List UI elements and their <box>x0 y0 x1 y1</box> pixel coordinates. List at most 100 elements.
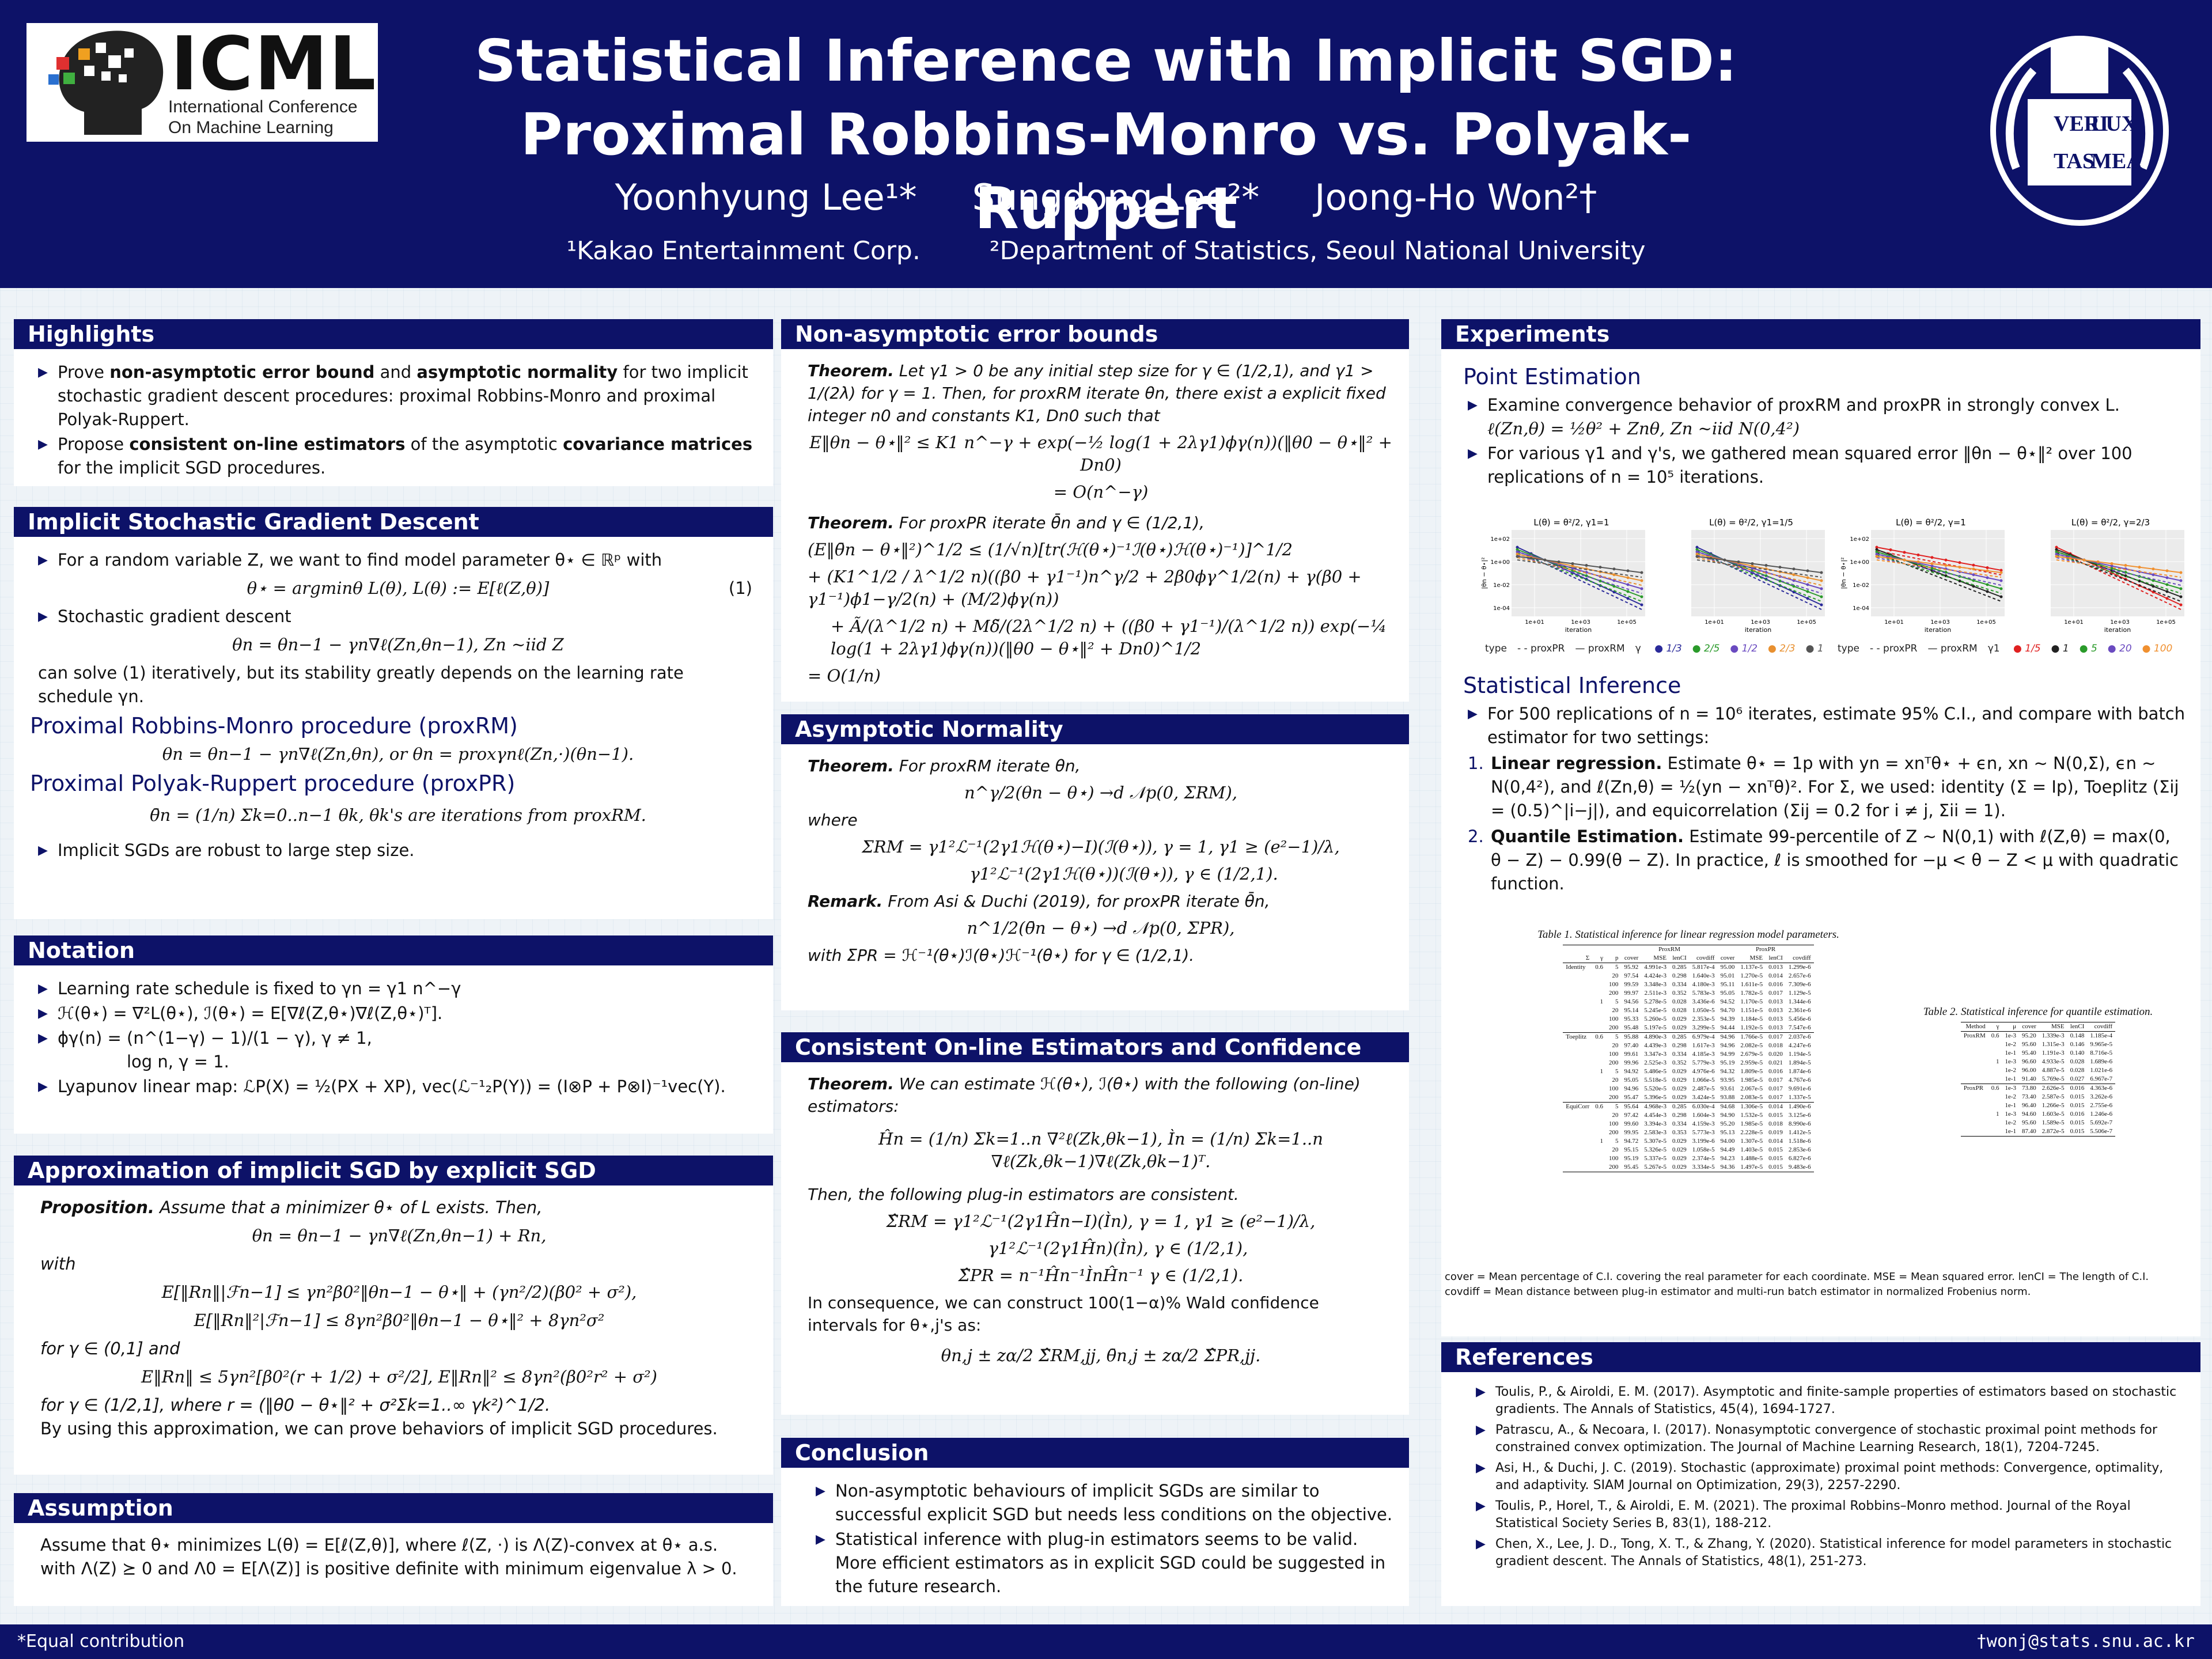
table-cell <box>1592 1154 1606 1163</box>
table-cell: Toeplitz <box>1566 1033 1587 1040</box>
tick-label: 1e+03 <box>1930 619 1950 626</box>
table-cell: 1.266e-5 <box>2041 1102 2065 1109</box>
tick-label: 1e-02 <box>1853 582 1869 589</box>
table-cell: 4.424e-3 <box>1644 972 1667 979</box>
table-header-cell: covdiff <box>1696 955 1715 961</box>
equation: θn = θn−1 − γn∇ℓ(Zn,θn−1), Zn ~iid Z <box>232 635 564 654</box>
table-cell: 2.083e-5 <box>1740 1094 1763 1101</box>
legend-swatch: ● 1 <box>2051 643 2069 654</box>
table-cell <box>1563 1137 1592 1146</box>
table-cell: 3.262e-6 <box>2090 1093 2113 1100</box>
footnote-equal-contribution: *Equal contribution <box>17 1631 185 1652</box>
series-point <box>1640 579 1643 582</box>
series-point <box>1516 555 1519 558</box>
series-point <box>1820 595 1823 599</box>
table-cell <box>1988 1040 2002 1049</box>
table-cell <box>1563 1111 1592 1120</box>
table-cell <box>1592 1041 1606 1050</box>
approximation-section: Approximation of implicit SGD by explici… <box>14 1156 773 1475</box>
contact-email[interactable]: †wonj@stats.snu.ac.kr <box>1976 1631 2195 1652</box>
table-header-cell: lenCI <box>1768 955 1783 961</box>
legend-swatch: ● 1/3 <box>1654 643 1682 654</box>
theorem: Theorem. For proxRM iterate θn, <box>808 756 1081 775</box>
table-cell: 95.00 <box>1720 964 1735 971</box>
table-cell <box>1961 1110 1988 1119</box>
table-cell: 0.146 <box>2070 1041 2085 1048</box>
table-cell: 3.394e-3 <box>1644 1120 1667 1127</box>
table-cell: 100 <box>1609 1085 1619 1092</box>
table-cell: 0.029 <box>1672 1085 1687 1092</box>
text: for γ ∈ (0,1] and <box>40 1339 180 1358</box>
table-cell <box>1592 1163 1606 1172</box>
table-row: 1e-1 95.40 1.191e-3 0.140 8.716e-5 <box>1961 1049 2115 1058</box>
table-cell: 5.307e-5 <box>1644 1138 1667 1145</box>
table-cell: 5.260e-5 <box>1644 1016 1667 1022</box>
bullet-item: Statistical inference with plug-in estim… <box>816 1528 1394 1599</box>
equation: θn = θn−1 − γn∇ℓ(Zn,θn), or θn = proxγnℓ… <box>162 744 634 764</box>
table-cell <box>1592 1111 1606 1120</box>
table-cell: 0.021 <box>1768 1059 1783 1066</box>
table-cell: 95.13 <box>1720 1129 1735 1136</box>
table-cell <box>1592 1093 1606 1103</box>
table-cell: 5.267e-5 <box>1644 1164 1667 1171</box>
table-row: 1 5 94.72 5.307e-5 0.029 3.199e-6 94.00 1.307e-… <box>1563 1137 1813 1146</box>
table-cell: 0.029 <box>1672 1155 1687 1162</box>
svg-text:VERI: VERI <box>2054 112 2108 136</box>
table-cell <box>1592 1120 1606 1128</box>
table-cell: 0.013 <box>1768 998 1783 1005</box>
table-cell <box>1563 980 1592 989</box>
table-cell: 0.028 <box>2070 1058 2085 1065</box>
table-row: EquiCorr 0.6 5 95.64 4.968e-3 0.285 6.030e-4 94… <box>1563 1102 1814 1112</box>
table-cell: 2.525e-3 <box>1644 1059 1667 1066</box>
table-cell: 100 <box>1609 1016 1619 1022</box>
table-row: 1 5 94.92 5.486e-5 0.029 4.976e-6 94.32 1.809e-… <box>1563 1067 1813 1076</box>
table-cell: 2.067e-5 <box>1740 1085 1763 1092</box>
table-header-cell: lenCI <box>2070 1023 2085 1030</box>
tick-label: 1e+01 <box>1884 619 1904 626</box>
tick-label: 1e+01 <box>2064 619 2084 626</box>
table-row: 100 95.33 5.260e-5 0.029 2.353e-5 94.39 1.184e… <box>1563 1015 1813 1024</box>
plot-title: L(θ) = θ²/2, γ1=1 <box>1533 517 1609 528</box>
table-cell: 2.679e-5 <box>1740 1051 1763 1058</box>
series-point <box>1958 561 1961 565</box>
table-cell: 0.029 <box>1672 1024 1687 1031</box>
table-cell: 200 <box>1609 1024 1619 1031</box>
table-cell <box>1592 989 1606 998</box>
table-cell: 5.769e-5 <box>2041 1075 2065 1082</box>
table-cell: 1e-1 <box>2005 1128 2017 1135</box>
reference-item: Asi, H., & Duchi, J. C. (2019). Stochast… <box>1476 1460 2186 1494</box>
table-cell: 94.96 <box>1624 1085 1639 1092</box>
table-cell: 5.773e-3 <box>1692 1129 1715 1136</box>
series-point <box>2055 546 2058 549</box>
series-point <box>1958 579 1961 583</box>
table-row: 100 99.61 3.347e-3 0.334 4.185e-3 94.99 2.679e… <box>1563 1050 1813 1059</box>
svg-text:LUX: LUX <box>2091 112 2137 136</box>
table-cell <box>1563 1163 1592 1172</box>
table-linear-regression: Table 1. Statistical inference for linea… <box>1467 929 1910 1172</box>
table-cell: 73.40 <box>2022 1093 2036 1100</box>
series-point <box>1930 562 1934 565</box>
series-point <box>1958 566 1961 569</box>
equation: Σ̂RM = γ1²ℒ⁻¹(2γ1Ĥn−I)(Ìn), γ = 1, γ1 ≥ … <box>886 1211 1316 1231</box>
table-cell: 0.334 <box>1672 981 1687 988</box>
table-row: 20 95.15 5.326e-5 0.029 1.058e-5 94.49 1.403e-… <box>1563 1146 1813 1154</box>
series-point <box>1612 573 1616 577</box>
text: In consequence, we can construct 100(1−α… <box>808 1293 1319 1335</box>
remark: Remark. From Asi & Duchi (2019), for pro… <box>808 892 1270 911</box>
theorem: Theorem. For proxPR iterate θ̄n and γ ∈ … <box>808 513 1205 532</box>
bullet-item: For various γ1 and γ's, we gathered mean… <box>1468 442 2186 489</box>
svg-text:MEA: MEA <box>2091 149 2142 173</box>
table-cell: 100 <box>1609 1155 1619 1162</box>
table-cell: 1.270e-5 <box>1740 972 1763 979</box>
table-cell <box>1961 1093 1988 1101</box>
table-cell: 0.285 <box>1672 964 1687 971</box>
series-point <box>2055 555 2058 558</box>
table-cell: 73.80 <box>2022 1085 2036 1092</box>
table-cell: 0.298 <box>1672 1042 1687 1049</box>
table-cell: 0.013 <box>1768 964 1783 971</box>
table-cell: 95.05 <box>1720 990 1735 997</box>
svg-text:TAS: TAS <box>2054 149 2094 173</box>
series-point <box>1626 569 1630 573</box>
table-cell: 0.013 <box>1768 1016 1783 1022</box>
table-cell: 2.872e-5 <box>2041 1128 2065 1135</box>
